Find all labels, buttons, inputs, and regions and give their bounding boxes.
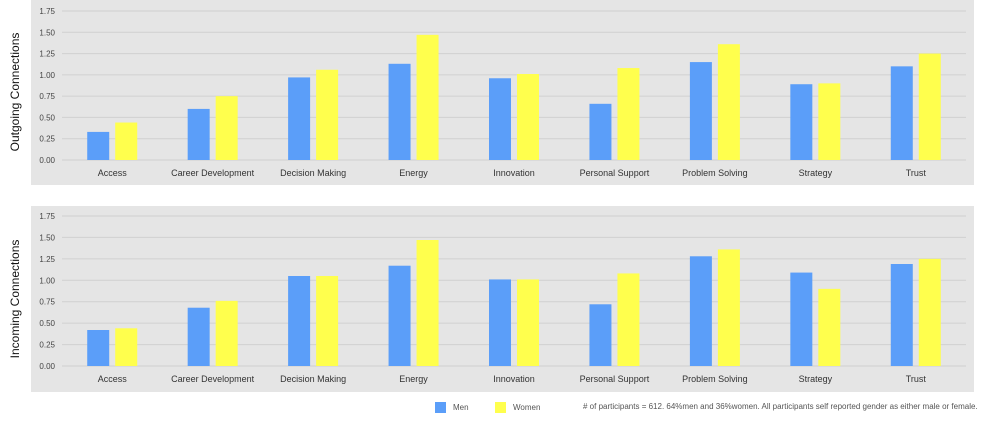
y-tick-label: 0.25 [39, 135, 55, 144]
bar-men-decision-making [288, 276, 311, 366]
y-tick-label: 0.00 [39, 362, 55, 371]
x-tick-label: Trust [906, 168, 927, 178]
y-tick-label: 0.50 [39, 319, 55, 328]
y-tick-label: 0.25 [39, 341, 55, 350]
bar-women-access [115, 122, 138, 160]
bar-women-access [115, 328, 138, 366]
x-tick-label: Energy [399, 168, 428, 178]
legend-label-men: Men [453, 403, 469, 412]
bar-men-personal-support [589, 103, 612, 160]
x-tick-label: Personal Support [580, 374, 650, 384]
bar-women-career-development [215, 96, 238, 160]
bar-women-trust [918, 258, 941, 366]
x-tick-label: Innovation [493, 374, 535, 384]
y-axis-title: Outgoing Connections [8, 33, 22, 152]
x-tick-label: Strategy [799, 168, 833, 178]
x-tick-label: Strategy [799, 374, 833, 384]
bar-women-personal-support [617, 273, 640, 366]
x-tick-label: Personal Support [580, 168, 650, 178]
legend-swatch-women [495, 402, 506, 413]
bar-women-personal-support [617, 68, 640, 160]
bar-men-strategy [790, 84, 813, 160]
bar-men-energy [388, 265, 411, 366]
x-tick-label: Decision Making [280, 168, 346, 178]
x-tick-label: Access [98, 374, 128, 384]
bar-men-personal-support [589, 304, 612, 366]
bar-men-trust [890, 66, 913, 160]
y-tick-label: 1.00 [39, 71, 55, 80]
bar-women-energy [416, 34, 439, 161]
y-tick-label: 1.75 [39, 212, 55, 221]
bar-women-innovation [517, 74, 539, 160]
bar-men-career-development [187, 108, 210, 160]
y-tick-label: 1.75 [39, 7, 55, 16]
bar-men-energy [388, 63, 411, 160]
x-tick-label: Problem Solving [682, 374, 748, 384]
y-tick-label: 1.50 [39, 233, 55, 242]
legend-item-men: Men [435, 402, 469, 413]
x-tick-label: Career Development [171, 168, 255, 178]
bar-women-problem-solving [717, 249, 740, 366]
bar-women-decision-making [316, 69, 339, 160]
footnote: # of participants = 612. 64%men and 36%w… [583, 402, 978, 411]
x-tick-label: Trust [906, 374, 927, 384]
y-axis-title: Incoming Connections [8, 240, 22, 359]
y-tick-label: 1.25 [39, 255, 55, 264]
chart-1: 0.00 0.25 0.50 0.75 1.00 1.25 1.50 1.75 Outgoing… [8, 0, 974, 185]
chart-2: 0.00 0.25 0.50 0.75 1.00 1.25 1.50 1.75 Incoming… [8, 206, 974, 392]
x-tick-label: Career Development [171, 374, 255, 384]
legend-swatch-men [435, 402, 446, 413]
bar-men-access [87, 131, 110, 160]
x-tick-label: Energy [399, 374, 428, 384]
bar-women-career-development [215, 300, 238, 366]
bar-women-innovation [517, 279, 539, 366]
bar-women-strategy [818, 288, 841, 366]
y-tick-label: 1.00 [39, 276, 55, 285]
x-tick-label: Decision Making [280, 374, 346, 384]
bar-women-decision-making [316, 276, 339, 366]
x-tick-label: Problem Solving [682, 168, 748, 178]
x-tick-label: Innovation [493, 168, 535, 178]
y-tick-label: 0.50 [39, 113, 55, 122]
bar-women-problem-solving [717, 44, 740, 160]
bar-men-innovation [489, 78, 511, 160]
bar-men-trust [890, 264, 913, 366]
bar-men-decision-making [288, 77, 311, 160]
y-tick-label: 1.25 [39, 50, 55, 59]
bar-men-access [87, 330, 110, 366]
y-tick-label: 0.00 [39, 156, 55, 165]
bar-women-strategy [818, 83, 841, 160]
bar-men-innovation [489, 279, 511, 366]
bar-men-problem-solving [689, 62, 712, 161]
y-tick-label: 0.75 [39, 298, 55, 307]
x-tick-label: Access [98, 168, 128, 178]
legend-item-women: Women [495, 402, 540, 413]
bar-women-energy [416, 240, 439, 366]
bar-men-strategy [790, 272, 813, 366]
y-tick-label: 1.50 [39, 28, 55, 37]
bar-men-career-development [187, 307, 210, 366]
y-tick-label: 0.75 [39, 92, 55, 101]
bar-men-problem-solving [689, 256, 712, 366]
bar-women-trust [918, 53, 941, 161]
legend-label-women: Women [513, 403, 541, 412]
